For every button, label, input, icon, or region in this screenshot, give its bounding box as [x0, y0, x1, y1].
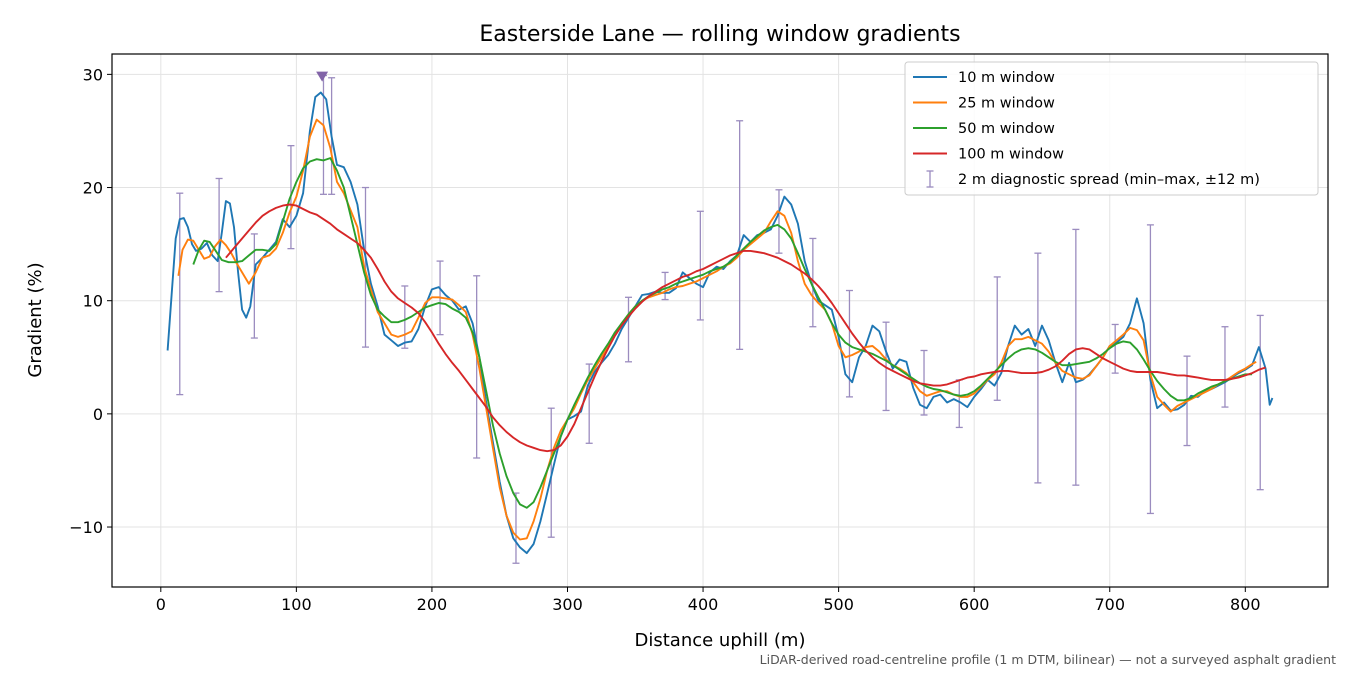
- spread-bar: [362, 186, 370, 348]
- x-tick-label: 500: [823, 595, 854, 614]
- x-tick-label: 100: [281, 595, 312, 614]
- x-tick-label: 800: [1230, 595, 1261, 614]
- x-tick-label: 300: [552, 595, 583, 614]
- spread-bar: [215, 177, 223, 293]
- legend-label: 50 m window: [958, 121, 1055, 137]
- spread-bar: [624, 296, 632, 363]
- legend-entry: 100 m window: [913, 147, 1064, 163]
- spread-bar: [696, 210, 704, 321]
- footnote: LiDAR-derived road-centreline profile (1…: [760, 652, 1336, 667]
- y-axis-ticks: −10 0 10 20 30: [69, 65, 112, 537]
- legend-box: [904, 61, 1319, 196]
- legend-label: 10 m window: [958, 70, 1055, 86]
- spread-bar: [176, 192, 184, 396]
- legend-entry: 2 m diagnostic spread (min–max, ±12 m): [926, 170, 1260, 188]
- spread-bar: [809, 237, 817, 328]
- legend-label: 2 m diagnostic spread (min–max, ±12 m): [958, 172, 1260, 188]
- x-tick-label: 400: [688, 595, 719, 614]
- spread-bar: [1034, 252, 1042, 484]
- peak-marker-layer: [316, 71, 329, 82]
- spread-bar: [736, 120, 744, 351]
- spread-bar: [473, 275, 481, 459]
- x-tick-label: 700: [1094, 595, 1125, 614]
- spread-bar: [1221, 326, 1229, 408]
- spread-bar: [920, 349, 928, 416]
- y-tick-label: 30: [83, 65, 103, 84]
- spread-bar: [775, 189, 783, 254]
- spread-bar: [1072, 228, 1080, 486]
- series-lines: [166, 91, 1274, 555]
- spread-bar: [1256, 314, 1264, 491]
- x-tick-label: 600: [959, 595, 990, 614]
- legend-entry: 10 m window: [913, 70, 1055, 86]
- y-tick-label: −10: [69, 518, 103, 537]
- legend-label: 25 m window: [958, 96, 1055, 112]
- y-tick-label: 10: [83, 292, 103, 311]
- legend-entry: 25 m window: [913, 96, 1055, 112]
- peak-marker: [316, 71, 329, 82]
- y-tick-label: 20: [83, 179, 103, 198]
- series-line-3: [192, 157, 1253, 509]
- series-line-2: [177, 118, 1257, 541]
- series-line-4: [225, 203, 1266, 453]
- chart-title: Easterside Lane — rolling window gradien…: [479, 22, 960, 47]
- x-tick-label: 0: [156, 595, 166, 614]
- x-tick-label: 200: [417, 595, 448, 614]
- legend: 10 m window 25 m window 50 m window 100 m w…: [904, 61, 1319, 196]
- x-axis-label: Distance uphill (m): [635, 630, 806, 651]
- legend-label: 100 m window: [958, 147, 1064, 163]
- legend-entry: 50 m window: [913, 121, 1055, 137]
- x-axis-ticks: 0 100 200 300 400 500 600 700 800: [156, 587, 1261, 614]
- y-axis-label: Gradient (%): [25, 262, 46, 377]
- y-tick-label: 0: [93, 405, 103, 424]
- spread-bar: [401, 285, 409, 349]
- plot-frame: [111, 53, 1329, 588]
